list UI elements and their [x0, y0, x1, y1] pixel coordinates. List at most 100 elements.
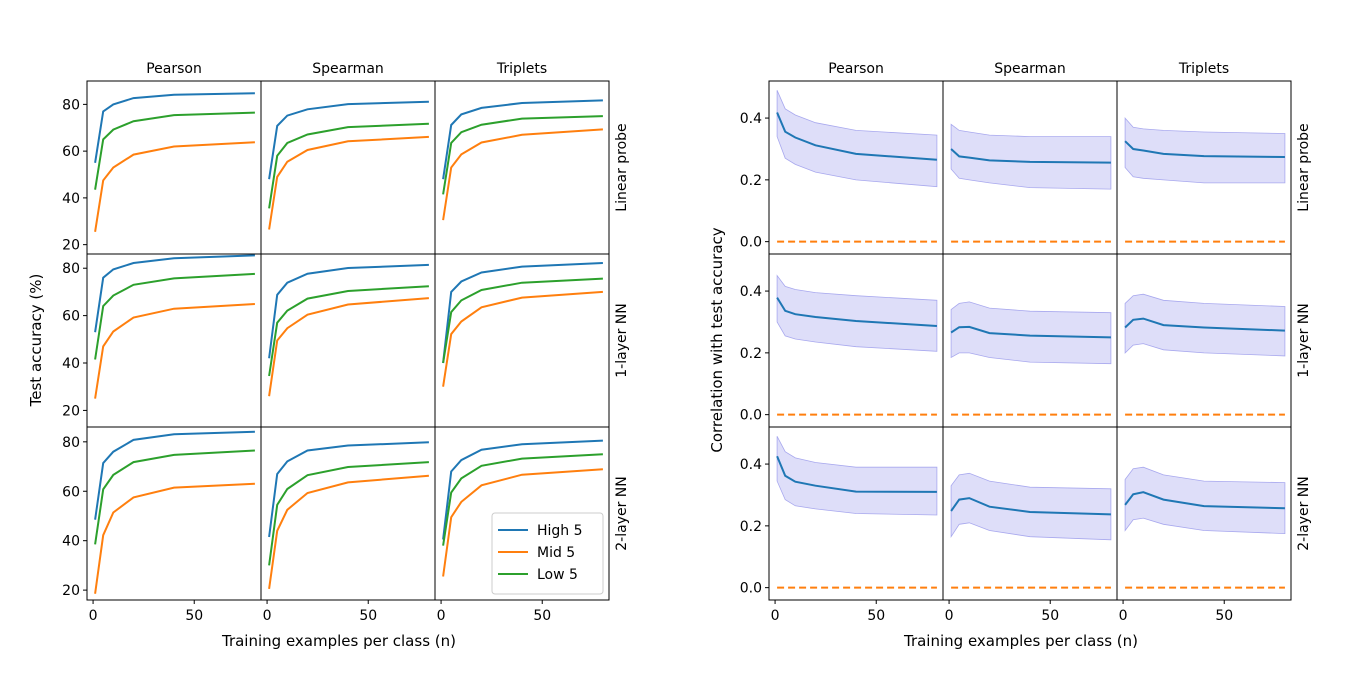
right-panel-r2c3-mean-line — [1124, 317, 1285, 332]
right-panel-r2c1-confidence-band — [776, 274, 938, 352]
left-panel-r3c2: 0 50 — [260, 426, 436, 624]
left-panel-r2c2-line-mid-5 — [268, 297, 429, 397]
right-panel-r1c1-confidence-band — [776, 90, 938, 188]
right-col-title-1: Pearson — [828, 61, 884, 77]
left-panel-r2c1-ytick-label: 80 — [62, 261, 80, 277]
left-panel-r3c3-line-high-5 — [442, 439, 603, 540]
right-row-title-1: Linear probe — [1296, 123, 1312, 211]
right-panel-r3c1-mean-line — [776, 455, 937, 493]
right-panel-r1c2 — [942, 80, 1118, 255]
right-panel-r1c1-mean-line — [776, 112, 937, 161]
right-panel-r1c1-ytick-label: 0.2 — [740, 173, 762, 189]
right-panel-r3c2-xtick-label: 50 — [1041, 608, 1059, 624]
right-panel-r3c1-xtick-label: 50 — [867, 608, 885, 624]
left-panel-r1c1-ytick-label: 20 — [62, 238, 80, 254]
left-panel-r2c1-ytick-label: 40 — [62, 356, 80, 372]
left-panel-r2c1-ytick-label: 60 — [62, 309, 80, 325]
right-y-axis-label: Correlation with test accuracy — [708, 227, 726, 452]
right-panel-r3c3-xtick-label: 0 — [1119, 608, 1128, 624]
right-panel-r1c2-confidence-band — [950, 123, 1112, 190]
right-row-title-3: 2-layer NN — [1296, 476, 1312, 550]
left-panel-r2c1-ytick-label: 20 — [62, 403, 80, 419]
right-panel-r1c2-mean-line — [950, 148, 1111, 164]
left-panel-r3c1-ytick-label: 20 — [62, 583, 80, 599]
left-x-axis-label: Training examples per class (n) — [221, 632, 456, 650]
left-panel-r3c3-frame — [434, 426, 610, 601]
right-x-axis-label: Training examples per class (n) — [903, 632, 1138, 650]
left-panel-r1c3 — [434, 80, 610, 255]
left-panel-r2c1-frame — [86, 253, 262, 428]
left-panel-r2c3-line-high-5 — [442, 262, 603, 364]
right-panel-r3c1-ytick-label: 0.4 — [740, 457, 762, 473]
left-col-title-3: Triplets — [496, 61, 547, 77]
legend: High 5 Mid 5 Low 5 — [491, 512, 604, 595]
right-panel-r2c3-confidence-band — [1124, 293, 1286, 357]
left-panel-r3c1: 20 40 60 80 0 50 — [62, 426, 262, 624]
right-panel-r3c3-xtick-label: 50 — [1215, 608, 1233, 624]
left-panel-r3c1-line-low-5 — [94, 449, 255, 545]
left-panel-r3c2-xtick-label: 50 — [359, 608, 377, 624]
left-figure: Training examples per class (n) Test acc… — [27, 61, 630, 650]
right-panel-r2c2 — [942, 253, 1118, 428]
left-panel-r3c3-xtick-label: 50 — [533, 608, 551, 624]
right-panel-r3c1: 0.0 0.2 0.4 0 50 — [740, 426, 944, 624]
left-panel-r2c2 — [260, 253, 436, 428]
right-panel-r2c1-mean-line — [776, 297, 937, 327]
left-panel-r1c1-line-low-5 — [94, 111, 255, 190]
left-panel-r3c1-ytick-label: 60 — [62, 484, 80, 500]
left-panel-r3c1-line-mid-5 — [94, 482, 255, 594]
left-panel-r3c2-xtick-label: 0 — [263, 608, 272, 624]
right-panel-r1c3 — [1116, 80, 1292, 255]
left-panel-r3c2-frame — [260, 426, 436, 601]
right-panel-r3c1-xtick-label: 0 — [771, 608, 780, 624]
right-row-title-2: 1-layer NN — [1296, 303, 1312, 377]
left-panel-r1c3-frame — [434, 80, 610, 255]
left-panel-r3c3: 0 50 — [434, 426, 610, 624]
left-panel-r3c3-line-low-5 — [442, 453, 603, 546]
right-panel-r2c1-ytick-label: 0.0 — [740, 408, 762, 424]
left-panel-r1c3-line-high-5 — [442, 99, 603, 180]
legend-label-3: Low 5 — [537, 567, 578, 583]
right-panel-r1c1-ytick-label: 0.0 — [740, 235, 762, 251]
right-panel-r2c2-mean-line — [950, 325, 1111, 339]
right-panel-r3c2-confidence-band — [950, 472, 1112, 541]
left-col-title-2: Spearman — [312, 61, 384, 77]
left-panel-r1c1-line-high-5 — [94, 92, 255, 163]
left-panel-r1c1-line-mid-5 — [94, 141, 255, 232]
left-panel-r3c3-xtick-label: 0 — [437, 608, 446, 624]
left-panel-r1c1: 20 40 60 80 — [62, 80, 262, 255]
right-col-title-2: Spearman — [994, 61, 1066, 77]
left-row-title-3: 2-layer NN — [614, 476, 630, 550]
right-panel-r1c3-confidence-band — [1124, 117, 1286, 184]
left-panel-r2c1-line-high-5 — [94, 254, 255, 333]
left-panel-r3c2-line-high-5 — [268, 441, 429, 538]
left-panel-r3c2-line-mid-5 — [268, 474, 429, 590]
left-panel-r3c1-ytick-label: 40 — [62, 534, 80, 550]
left-panel-r1c3-line-low-5 — [442, 115, 603, 195]
left-panel-r2c2-frame — [260, 253, 436, 428]
right-panel-r3c3-mean-line — [1124, 491, 1285, 510]
right-panel-r3c2-mean-line — [950, 497, 1111, 516]
left-panel-r2c2-line-low-5 — [268, 285, 429, 377]
right-panel-r3c1-confidence-band — [776, 436, 938, 516]
left-panel-r1c2-line-high-5 — [268, 100, 429, 180]
left-panel-r3c3-line-mid-5 — [442, 468, 603, 577]
right-panel-r3c3-frame — [1116, 426, 1292, 601]
left-panel-r2c1-line-mid-5 — [94, 303, 255, 399]
left-panel-r1c2-frame — [260, 80, 436, 255]
right-panel-r3c3-confidence-band — [1124, 466, 1286, 535]
right-panel-r2c1: 0.0 0.2 0.4 — [740, 253, 944, 428]
left-panel-r2c2-line-high-5 — [268, 263, 429, 359]
right-panel-r1c3-mean-line — [1124, 140, 1285, 158]
left-panel-r1c2-line-low-5 — [268, 122, 429, 209]
right-panel-r2c3 — [1116, 253, 1292, 428]
right-panel-r3c1-ytick-label: 0.0 — [740, 581, 762, 597]
legend-label-1: High 5 — [537, 523, 583, 539]
left-col-title-1: Pearson — [146, 61, 202, 77]
left-row-title-2: 1-layer NN — [614, 303, 630, 377]
left-panel-r2c1: 20 40 60 80 — [62, 253, 262, 428]
left-panel-r1c1-ytick-label: 80 — [62, 97, 80, 113]
right-panel-r3c3: 0 50 — [1116, 426, 1292, 624]
left-row-title-1: Linear probe — [614, 123, 630, 211]
